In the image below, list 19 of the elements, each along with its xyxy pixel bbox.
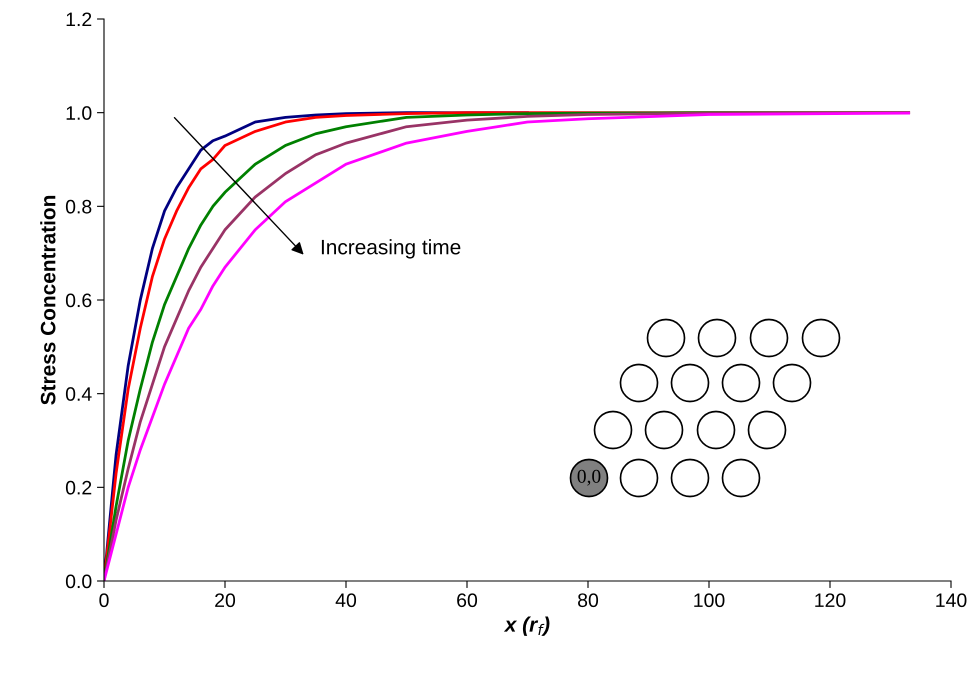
x-tick-label: 60 [457,593,478,608]
y-tick-label: 1.0 [66,106,92,120]
annotation: Increasing time [322,239,460,259]
y-tick-label: 0.0 [66,574,92,588]
x-tick-label: 120 [815,593,846,608]
x-tick-label: 80 [578,593,598,608]
x-tick-label: 0 [99,593,109,608]
y-axis-title: Stress Concentration [40,196,56,405]
y-tick-label: 0.2 [66,480,92,495]
y-tick-label: 1.2 [66,12,92,26]
x-axis-title: x (r$_{f}$) [504,616,550,636]
x-tick-label: 100 [694,593,724,608]
y-tick-label: 0.8 [66,200,92,214]
y-tick-label: 0.4 [66,387,92,401]
x-tick-label: 40 [336,593,356,608]
x-tick-label: 140 [936,593,966,608]
y-tick-label: 0.6 [66,293,92,308]
x-tick-label: 20 [215,593,236,608]
annotation: 0,0 [578,470,600,486]
